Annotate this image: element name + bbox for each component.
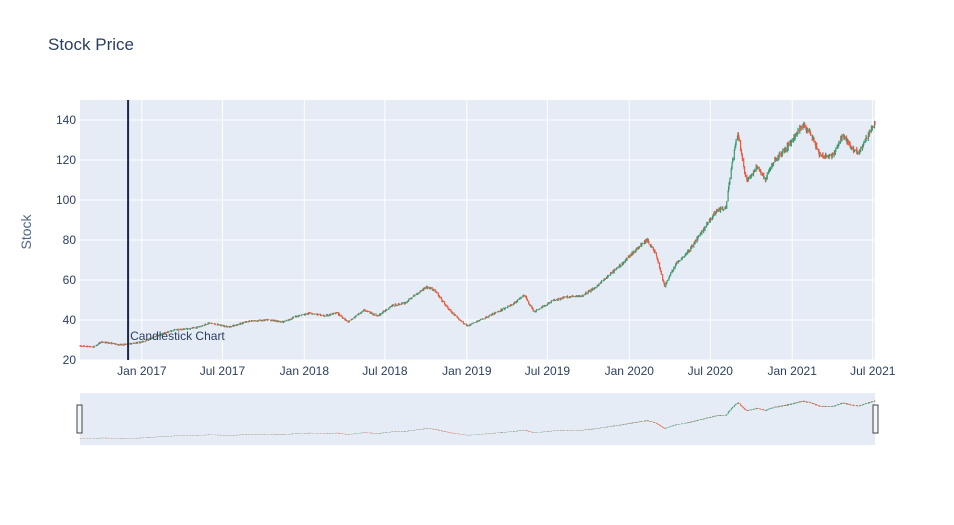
rangeslider-left-handle[interactable]: [76, 404, 83, 434]
plot-area: [80, 100, 875, 360]
y-tick-label: 140: [56, 113, 76, 127]
y-tick-label: 40: [63, 313, 77, 327]
y-axis-label: Stock: [18, 213, 34, 249]
grid-lines: [80, 100, 875, 361]
y-tick-labels: 20 40 60 80 100 120 140: [56, 113, 76, 367]
x-tick-label: Jan 2018: [280, 364, 330, 378]
x-tick-labels: Jan 2017 Jul 2017 Jan 2018 Jul 2018 Jan 2019…: [117, 364, 896, 378]
rangeslider-series: [79, 400, 876, 439]
y-tick-label: 20: [63, 353, 77, 367]
x-tick-label: Jul 2021: [850, 364, 896, 378]
rangeslider-background[interactable]: [80, 393, 875, 445]
y-tick-label: 80: [63, 233, 77, 247]
rangeslider-right-handle[interactable]: [872, 404, 879, 434]
y-tick-label: 60: [63, 273, 77, 287]
x-tick-label: Jul 2017: [200, 364, 246, 378]
x-tick-label: Jan 2021: [768, 364, 818, 378]
candles: [79, 120, 876, 349]
x-tick-label: Jan 2020: [605, 364, 655, 378]
x-tick-label: Jul 2020: [688, 364, 734, 378]
y-tick-label: 100: [56, 193, 76, 207]
annotation-label: Candlestick Chart: [130, 329, 225, 343]
y-tick-label: 120: [56, 153, 76, 167]
x-tick-label: Jan 2017: [117, 364, 167, 378]
chart-title: Stock Price: [48, 35, 134, 54]
x-tick-label: Jul 2018: [362, 364, 408, 378]
x-tick-label: Jan 2019: [442, 364, 492, 378]
x-tick-label: Jul 2019: [525, 364, 571, 378]
